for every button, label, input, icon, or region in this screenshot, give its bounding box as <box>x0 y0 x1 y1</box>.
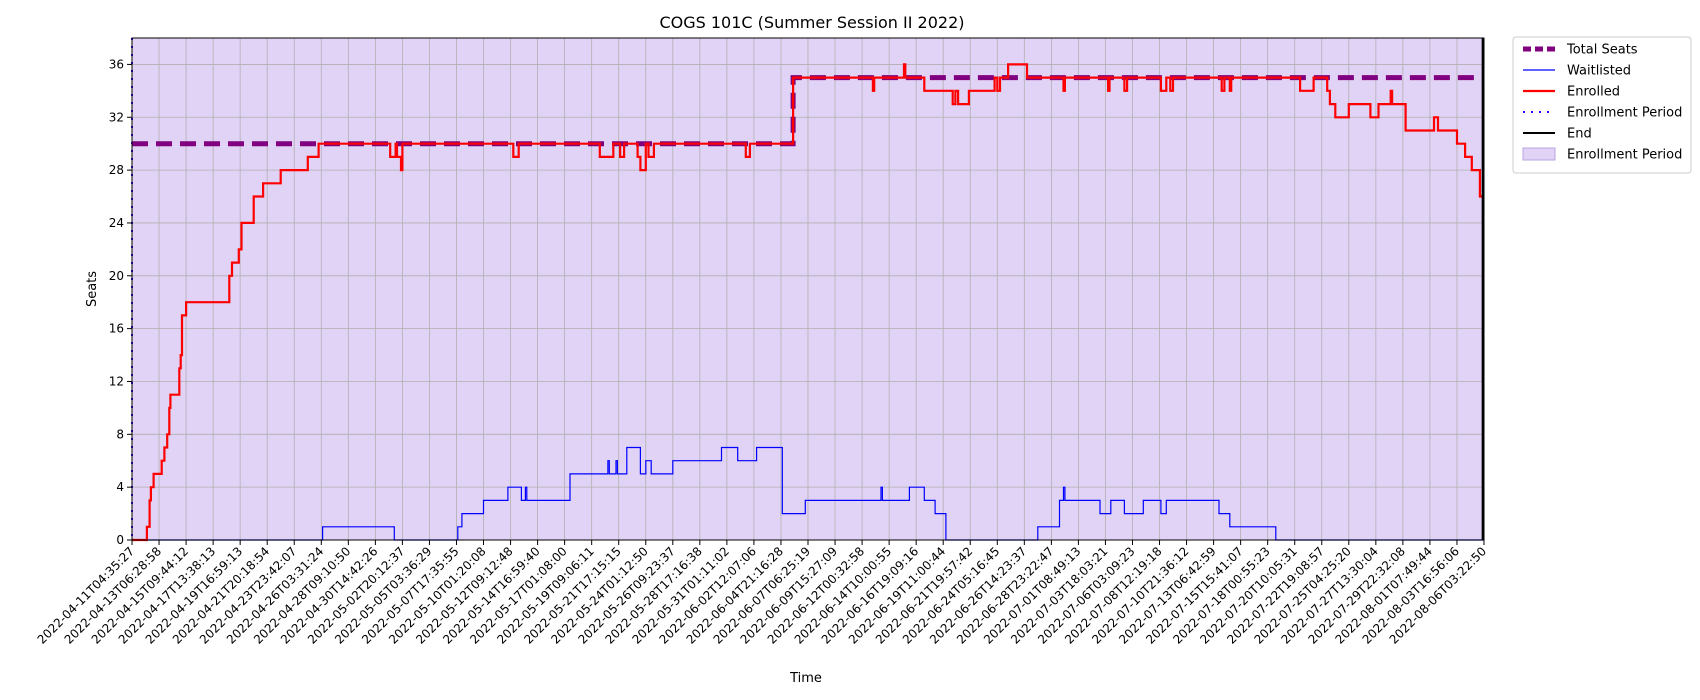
y-tick-label: 16 <box>109 322 124 336</box>
legend-entry-label: Waitlisted <box>1567 64 1631 79</box>
y-tick-label: 28 <box>109 163 124 177</box>
legend-entry-label: Total Seats <box>1566 43 1638 58</box>
y-axis-label: Seats <box>85 271 100 307</box>
y-tick-label: 12 <box>109 374 124 388</box>
x-axis-label: Time <box>789 671 822 686</box>
y-tick-label: 8 <box>116 427 124 441</box>
legend-swatch <box>1522 147 1556 161</box>
y-tick-label: 4 <box>116 480 124 494</box>
legend-box <box>1512 36 1692 174</box>
legend-entry-label: Enrollment Period <box>1567 106 1682 121</box>
series-line-enrolled <box>132 63 1484 542</box>
plot-area: 048121620242832362022-04-11T04:35:272022… <box>35 37 1489 647</box>
series-line-waitlisted <box>132 446 1484 541</box>
legend: Total Seats Waitlisted Enrolled Enrollment … <box>1512 36 1692 174</box>
chart-title: COGS 101C (Summer Session II 2022) <box>659 13 964 32</box>
y-tick-label: 24 <box>109 216 124 230</box>
legend-entry-label: Enrollment Period <box>1567 148 1682 163</box>
legend-entry-label: End <box>1567 127 1592 142</box>
y-tick-label: 32 <box>109 110 124 124</box>
y-tick-label: 36 <box>109 57 124 71</box>
legend-entry-label: Enrolled <box>1567 85 1620 100</box>
y-tick-label: 20 <box>109 269 124 283</box>
y-tick-label: 0 <box>116 533 124 547</box>
